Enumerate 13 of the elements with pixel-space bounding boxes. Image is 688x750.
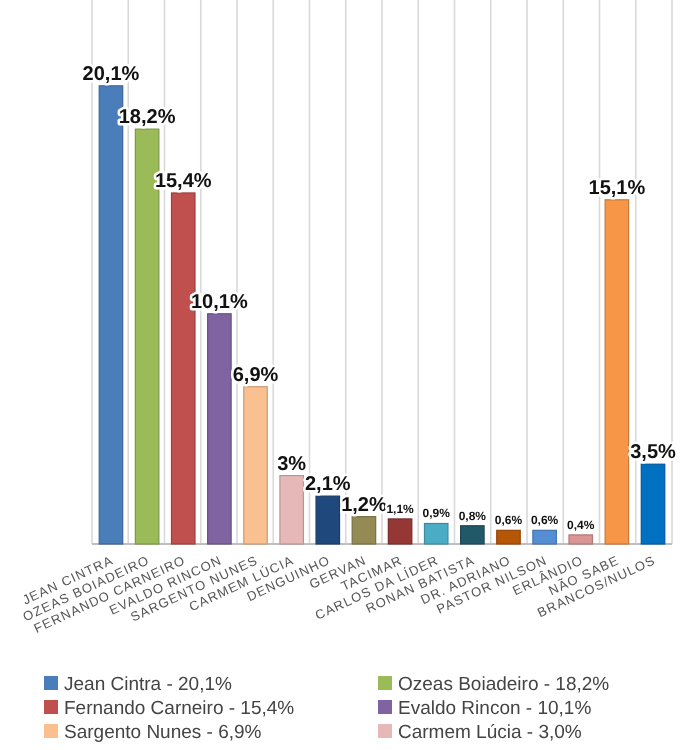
data-label: 15,1% xyxy=(588,177,646,200)
legend-label: Carmem Lúcia - 3,0% xyxy=(398,722,583,744)
legend-label: Sargento Nunes - 6,9% xyxy=(64,722,263,744)
legend-label: Jean Cintra - 20,1% xyxy=(64,674,234,696)
data-label: 3,5% xyxy=(630,442,677,465)
data-label: 2,1% xyxy=(305,474,351,497)
data-label: 6,9% xyxy=(232,364,279,387)
legend-label: Evaldo Rincon - 10,1% xyxy=(398,698,593,720)
data-label: 1,2% xyxy=(341,494,387,517)
legend-label: Fernando Carneiro - 15,4% xyxy=(64,698,296,720)
legend-label: Ozeas Boiadeiro - 18,2% xyxy=(398,674,611,696)
data-label: 20,1% xyxy=(82,63,140,86)
data-label: 3% xyxy=(277,453,307,476)
